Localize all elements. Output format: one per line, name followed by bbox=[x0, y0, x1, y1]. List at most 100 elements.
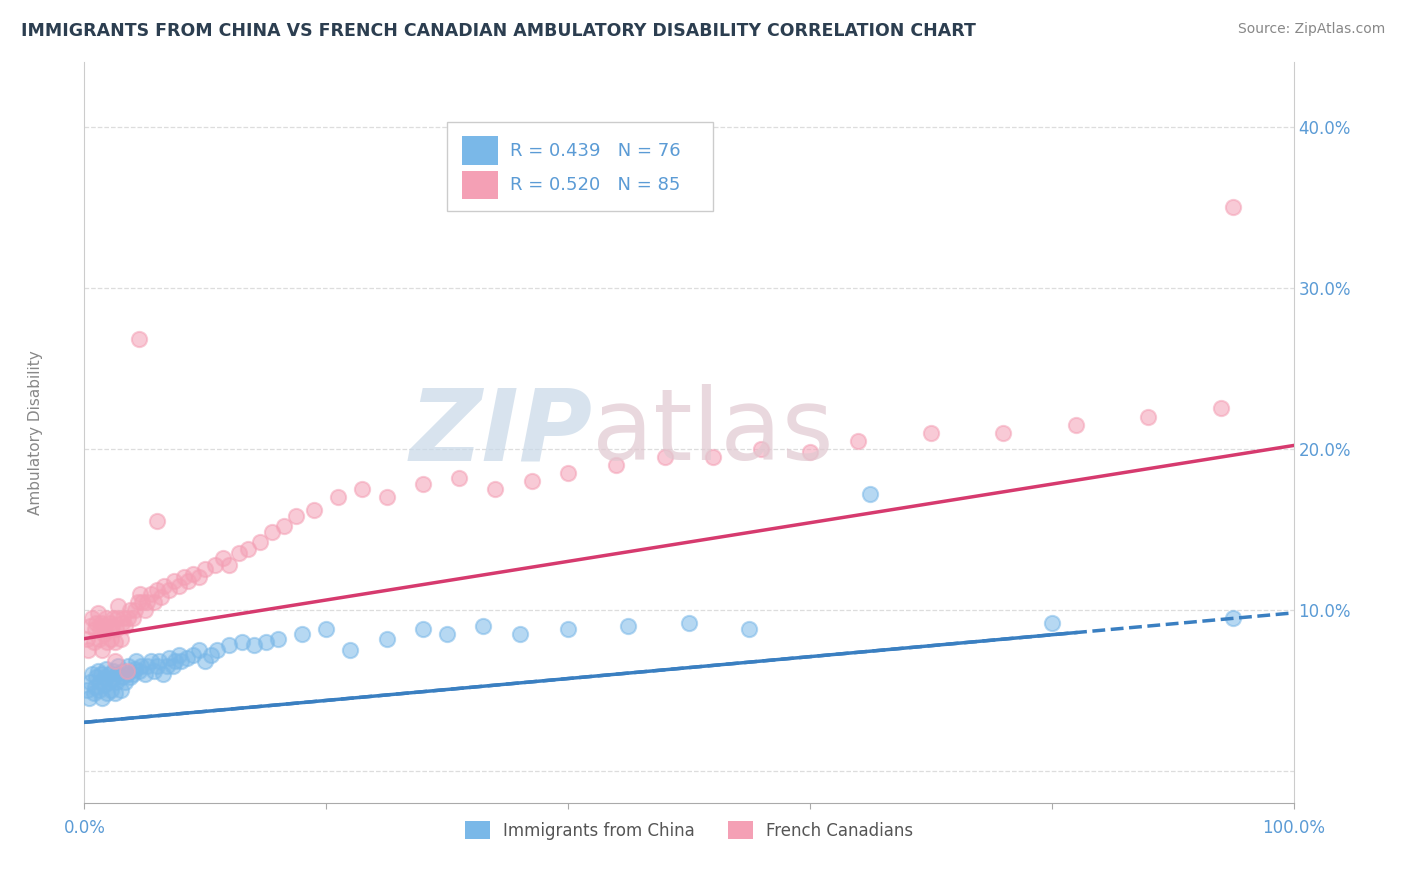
Point bbox=[117, 659, 139, 673]
Point bbox=[105, 667, 128, 681]
Point bbox=[87, 683, 110, 698]
Point bbox=[176, 651, 198, 665]
Point bbox=[1209, 401, 1232, 416]
Point bbox=[91, 691, 114, 706]
Point bbox=[436, 627, 458, 641]
Point bbox=[260, 525, 283, 540]
Point bbox=[94, 670, 117, 684]
Point bbox=[103, 664, 125, 678]
Point bbox=[89, 622, 111, 636]
Point bbox=[165, 654, 187, 668]
Text: IMMIGRANTS FROM CHINA VS FRENCH CANADIAN AMBULATORY DISABILITY CORRELATION CHART: IMMIGRANTS FROM CHINA VS FRENCH CANADIAN… bbox=[21, 22, 976, 40]
Point bbox=[149, 590, 172, 604]
Point bbox=[146, 583, 169, 598]
Point bbox=[194, 654, 217, 668]
Point bbox=[188, 570, 211, 584]
Point bbox=[101, 672, 124, 686]
Point bbox=[115, 667, 138, 681]
Point bbox=[124, 662, 146, 676]
Point bbox=[218, 558, 240, 572]
Point bbox=[1222, 200, 1244, 214]
Point bbox=[104, 675, 127, 690]
Point bbox=[352, 482, 374, 496]
Point bbox=[120, 670, 142, 684]
Point bbox=[302, 503, 325, 517]
Point bbox=[254, 635, 277, 649]
Point bbox=[152, 667, 174, 681]
Point bbox=[107, 659, 129, 673]
Point bbox=[617, 619, 640, 633]
Point bbox=[148, 654, 170, 668]
Point bbox=[167, 648, 190, 662]
Point bbox=[131, 594, 153, 608]
Point bbox=[110, 632, 132, 646]
Point bbox=[375, 490, 398, 504]
Point bbox=[112, 664, 135, 678]
Point bbox=[83, 686, 105, 700]
Point bbox=[134, 667, 156, 681]
Point bbox=[143, 594, 166, 608]
Point bbox=[111, 670, 134, 684]
Point bbox=[104, 654, 127, 668]
Point bbox=[557, 622, 579, 636]
Point bbox=[157, 651, 180, 665]
Point bbox=[98, 615, 121, 630]
Point bbox=[162, 659, 184, 673]
Point bbox=[218, 638, 240, 652]
Point bbox=[97, 675, 120, 690]
Text: R = 0.520   N = 85: R = 0.520 N = 85 bbox=[510, 177, 681, 194]
Point bbox=[84, 622, 107, 636]
Point bbox=[228, 546, 250, 560]
Point bbox=[129, 659, 152, 673]
Point bbox=[120, 602, 142, 616]
Point bbox=[83, 635, 105, 649]
Point bbox=[284, 509, 308, 524]
Text: ZIP: ZIP bbox=[409, 384, 592, 481]
Point bbox=[114, 619, 136, 633]
Point bbox=[200, 648, 222, 662]
Point bbox=[412, 477, 434, 491]
Point bbox=[173, 570, 195, 584]
Point bbox=[993, 425, 1015, 440]
Point bbox=[94, 610, 117, 624]
Point bbox=[449, 471, 471, 485]
Point bbox=[124, 602, 146, 616]
Point bbox=[80, 667, 103, 681]
FancyBboxPatch shape bbox=[461, 136, 498, 165]
Point bbox=[181, 648, 204, 662]
Point bbox=[799, 445, 821, 459]
Point bbox=[1040, 615, 1063, 630]
Point bbox=[107, 599, 129, 614]
Point bbox=[121, 610, 143, 624]
Point bbox=[96, 635, 118, 649]
Point bbox=[231, 635, 253, 649]
FancyBboxPatch shape bbox=[461, 171, 498, 200]
Point bbox=[112, 610, 135, 624]
Point bbox=[91, 643, 114, 657]
Point bbox=[134, 602, 156, 616]
Point bbox=[127, 594, 149, 608]
Point bbox=[86, 664, 108, 678]
Point bbox=[163, 574, 186, 588]
Point bbox=[104, 635, 127, 649]
Point bbox=[920, 425, 942, 440]
Point bbox=[170, 654, 193, 668]
Point bbox=[129, 586, 152, 600]
Text: Source: ZipAtlas.com: Source: ZipAtlas.com bbox=[1237, 22, 1385, 37]
Point bbox=[139, 586, 162, 600]
Point bbox=[105, 610, 128, 624]
Point bbox=[846, 434, 869, 448]
Point bbox=[98, 667, 121, 681]
Point bbox=[249, 535, 271, 549]
Point bbox=[80, 610, 103, 624]
Point bbox=[76, 683, 98, 698]
Point bbox=[557, 466, 579, 480]
Point bbox=[654, 450, 676, 464]
Point bbox=[93, 678, 115, 692]
Point bbox=[86, 615, 108, 630]
Point bbox=[188, 643, 211, 657]
Point bbox=[104, 686, 127, 700]
Point bbox=[738, 622, 761, 636]
Point bbox=[90, 615, 112, 630]
Point bbox=[177, 574, 200, 588]
